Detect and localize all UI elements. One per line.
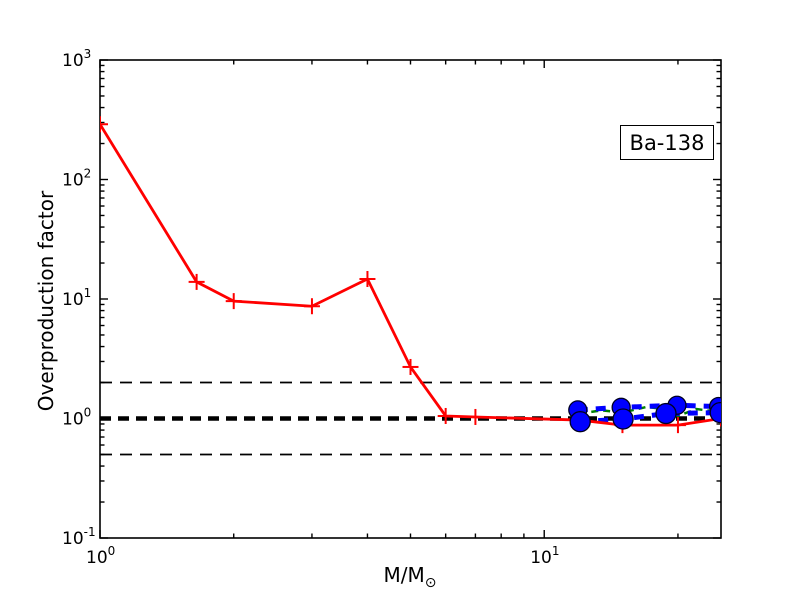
agb-models-red-line (100, 123, 721, 427)
data-series (100, 116, 721, 434)
svg-text:101: 101 (530, 544, 559, 568)
sun-symbol: ⊙ (424, 575, 437, 591)
y-axis-label: Overproduction factor (34, 190, 58, 412)
svg-text:101: 101 (62, 286, 91, 310)
x-axis-label-main: M/M (383, 563, 425, 587)
massive-models-blue-lower-markers (569, 401, 721, 433)
x-axis-label: M/M⊙ (310, 563, 510, 591)
svg-text:102: 102 (62, 167, 91, 191)
svg-text:100: 100 (62, 406, 91, 430)
agb-models-red-markers (100, 116, 721, 434)
svg-text:10-1: 10-1 (62, 525, 96, 549)
svg-text:100: 100 (86, 544, 115, 568)
reference-lines (100, 381, 721, 456)
isotope-label-box: Ba-138 (620, 125, 714, 160)
svg-text:103: 103 (62, 47, 91, 71)
massive-models-blue-lower-line (580, 410, 721, 425)
massive-models-blue-upper-line (577, 402, 719, 413)
